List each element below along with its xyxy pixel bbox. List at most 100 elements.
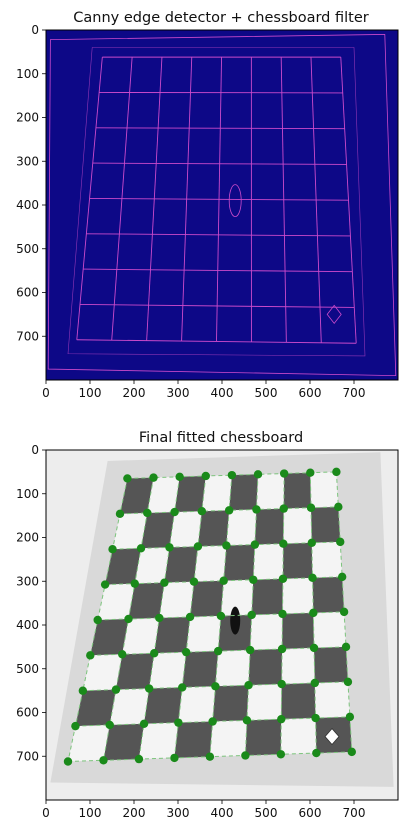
logo-diamond [324,727,340,746]
x-tick-label: 700 [343,386,366,400]
board-square [169,511,202,548]
fitted-corner-point [279,504,288,513]
fitted-corner-point [108,545,117,554]
x-tick-label: 200 [123,386,146,400]
y-tick-label: 500 [16,662,39,676]
fitted-corner-point [242,716,252,725]
panel-1-axes: 0 100 200 300 400 500 600 700 0 100 200 300 400 500 60… [16,23,399,400]
fitted-corner-point [139,719,149,729]
board-square [138,722,179,760]
board-square [215,650,251,687]
fitted-corner-point [278,609,287,619]
y-tick-label: 100 [16,67,39,81]
board-square [254,508,284,545]
x-tick-label: 300 [167,386,190,400]
y-tick-label: 0 [31,23,39,37]
board-square [281,647,315,685]
fitted-corner-point [165,543,174,552]
edge-image-background [46,30,398,380]
board-square [164,546,198,583]
board-square [194,545,227,582]
fitted-corner-point [160,578,169,587]
board-square [115,653,155,690]
fitted-corner-point [118,650,127,659]
board-square [314,681,350,719]
board-square [75,689,116,727]
fitted-corner-point [253,470,263,479]
fitted-corner-point [115,509,125,519]
board-square [105,548,142,585]
fitted-corner-point [341,642,351,652]
paper-edge-outline [47,33,397,377]
piece-edge-outline [228,184,242,218]
board-square [186,615,221,653]
board-square [134,547,170,584]
fitted-corner-point [178,683,187,692]
fitted-corner-point [245,645,255,655]
fitted-corner-point [310,678,320,688]
board-square [174,721,213,758]
board-square [248,648,283,686]
y-tick-label: 200 [16,531,39,545]
board-square [212,685,249,722]
fitted-corner-point [336,537,345,547]
board-square [314,646,348,683]
edge-grid-horizontal [86,233,351,237]
board-square [313,611,347,648]
edge-grid-vertical [310,57,322,343]
fitted-corner-point [306,503,316,512]
fitted-corner-point [312,748,321,758]
fitted-corner-point [93,615,102,625]
fitted-corner-point [143,508,152,518]
fitted-corner-point [339,607,349,617]
fitted-corner-point [170,507,179,517]
fitted-corner-point [86,651,95,660]
fitted-corner-point [211,682,220,691]
fitted-corner-point [219,576,228,585]
x-tick-label: 500 [255,386,278,400]
board-square [128,582,165,619]
y-tick-label: 600 [16,706,39,720]
board-square [182,651,219,688]
board-square [282,612,315,649]
board-square [246,684,282,721]
y-tick-label: 600 [16,286,39,300]
panel-2-title: Final fitted chessboard [139,430,303,446]
y-tick-label: 200 [16,111,39,125]
y-tick-label: 700 [16,329,39,343]
fitted-corner-point [279,539,288,548]
board-square [245,719,282,756]
fitted-corner-point [343,677,353,687]
board-square [229,474,259,511]
fitted-corner-point [306,468,315,477]
y-tick-label: 400 [16,618,39,632]
fitted-corner-point [334,502,343,512]
panel-2-axes: 0 100 200 300 400 500 600 700 0 100 200 300 400 500 60… [16,443,399,820]
fitted-corner-point [136,544,146,553]
fitted-corner-point [244,680,253,690]
fitted-corner-point [123,474,132,483]
board-square [282,542,313,579]
board-square [97,583,135,620]
edge-grid-vertical [280,57,287,343]
fitted-corner-point [247,610,256,620]
board-square [251,578,283,615]
board-square [226,509,257,546]
fitted-corner-point [175,472,184,481]
board-square [256,473,285,510]
board-square [201,475,232,512]
fitted-corner-point [249,575,258,584]
board-square [253,543,284,580]
fitted-line-horizontal [105,576,343,586]
fitted-corner-point [250,540,260,549]
fitted-corner-point [105,720,114,730]
board-square [312,576,345,613]
board-square [112,512,148,550]
fitted-corner-point [307,538,316,547]
fitted-line-horizontal [97,611,345,621]
fitted-corner-point [227,470,237,480]
y-tick-label: 300 [16,574,39,588]
board-square [283,472,312,509]
fitted-corner-point [222,541,231,550]
